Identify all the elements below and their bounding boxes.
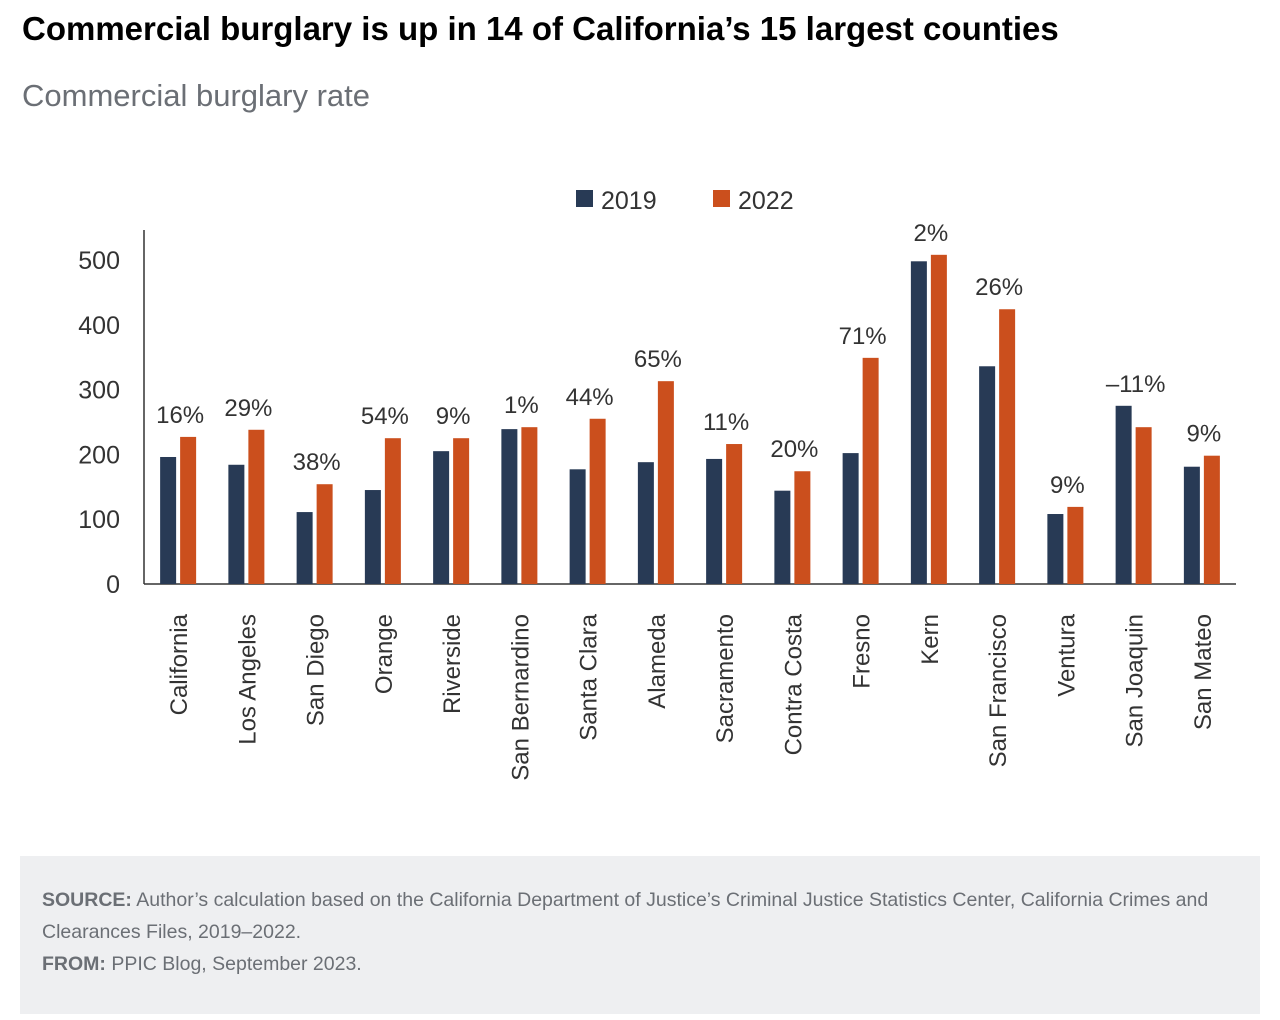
- change-label: 44%: [566, 384, 614, 411]
- source-box: SOURCE: Author’s calculation based on th…: [20, 856, 1260, 1014]
- bar-2019: [1183, 466, 1200, 584]
- bar-chart: 0 100 200 300 400 500 2019 2022 16% California 29%…: [78, 187, 1236, 781]
- change-label: 2%: [914, 220, 949, 247]
- change-label: 54%: [361, 403, 409, 430]
- x-tick-label: San Bernardino: [507, 614, 534, 781]
- change-label: 20%: [770, 436, 818, 463]
- bar-2019: [433, 451, 450, 584]
- change-label: 16%: [156, 402, 204, 429]
- x-tick-label: Ventura: [1053, 613, 1080, 696]
- source-note: SOURCE: Author’s calculation based on th…: [42, 884, 1242, 948]
- from-text: PPIC Blog, September 2023.: [111, 953, 362, 975]
- bar-2022: [862, 357, 879, 584]
- bar-2022: [248, 429, 265, 584]
- change-label: 9%: [1187, 421, 1222, 448]
- x-tick-label: Orange: [371, 614, 398, 694]
- x-tick-label: Fresno: [849, 614, 876, 689]
- from-note: FROM: PPIC Blog, September 2023.: [42, 948, 362, 980]
- bar-2022: [1067, 506, 1084, 584]
- bar-2019: [842, 453, 859, 584]
- bar-2019: [1115, 405, 1132, 584]
- change-label: 11%: [703, 409, 749, 436]
- bar-2022: [1135, 427, 1152, 584]
- bar-2022: [316, 484, 333, 584]
- x-tick-label: Sacramento: [712, 614, 739, 743]
- change-label: 65%: [634, 346, 682, 373]
- y-tick-label: 300: [78, 377, 120, 405]
- bar-2019: [910, 261, 927, 584]
- bar-2019: [637, 462, 654, 584]
- bar-2022: [657, 381, 674, 584]
- bar-2022: [726, 444, 743, 584]
- bar-2019: [160, 456, 177, 584]
- change-label: 1%: [504, 392, 539, 419]
- x-tick-label: Contra Costa: [780, 613, 807, 755]
- x-tick-label: San Diego: [303, 614, 330, 726]
- bar-2019: [364, 490, 381, 584]
- chart-title: Commercial burglary is up in 14 of Calif…: [22, 10, 1059, 47]
- bar-2022: [1203, 455, 1220, 584]
- legend-label-2022: 2022: [738, 187, 794, 215]
- y-tick-label: 0: [106, 571, 120, 599]
- x-tick-label: San Francisco: [985, 614, 1012, 767]
- x-tick-label: San Mateo: [1190, 614, 1217, 730]
- y-tick-label: 100: [78, 506, 120, 534]
- bar-2022: [521, 427, 538, 584]
- y-tick-label: 400: [78, 312, 120, 340]
- change-label: 9%: [1050, 472, 1085, 499]
- change-label: 29%: [224, 395, 272, 422]
- change-label: –11%: [1106, 371, 1166, 398]
- bar-2019: [706, 458, 723, 584]
- bar-2019: [979, 366, 996, 584]
- bar-2019: [774, 490, 791, 584]
- bar-2019: [569, 469, 586, 584]
- bar-2022: [589, 418, 606, 584]
- change-label: 9%: [436, 403, 471, 430]
- bar-2019: [296, 512, 313, 584]
- legend-swatch-2022: [713, 190, 730, 207]
- change-label: 71%: [839, 323, 887, 350]
- bar-2022: [384, 438, 401, 584]
- x-tick-label: Riverside: [439, 614, 466, 714]
- source-label: SOURCE:: [42, 889, 132, 911]
- source-text: Author’s calculation based on the Califo…: [42, 889, 1209, 943]
- x-tick-label: San Joaquin: [1122, 614, 1149, 747]
- chart-subtitle: Commercial burglary rate: [22, 78, 370, 113]
- bar-2019: [1047, 514, 1064, 584]
- y-tick-label: 200: [78, 441, 120, 469]
- x-tick-label: Alameda: [644, 613, 671, 708]
- from-label: FROM:: [42, 953, 106, 975]
- bar-2022: [999, 309, 1016, 584]
- bar-2022: [180, 436, 197, 584]
- bar-2022: [930, 254, 947, 585]
- x-tick-label: Santa Clara: [576, 613, 603, 740]
- x-tick-label: Los Angeles: [234, 614, 261, 745]
- y-tick-label: 500: [78, 247, 120, 275]
- x-tick-label: Kern: [917, 614, 944, 665]
- bar-2022: [794, 471, 811, 584]
- change-label: 26%: [975, 274, 1023, 301]
- change-label: 38%: [293, 449, 341, 476]
- bar-2022: [453, 438, 470, 584]
- legend-swatch-2019: [576, 190, 593, 207]
- bar-2019: [228, 464, 245, 584]
- legend-label-2019: 2019: [601, 187, 657, 215]
- bar-2019: [501, 429, 518, 584]
- x-tick-label: California: [166, 613, 193, 715]
